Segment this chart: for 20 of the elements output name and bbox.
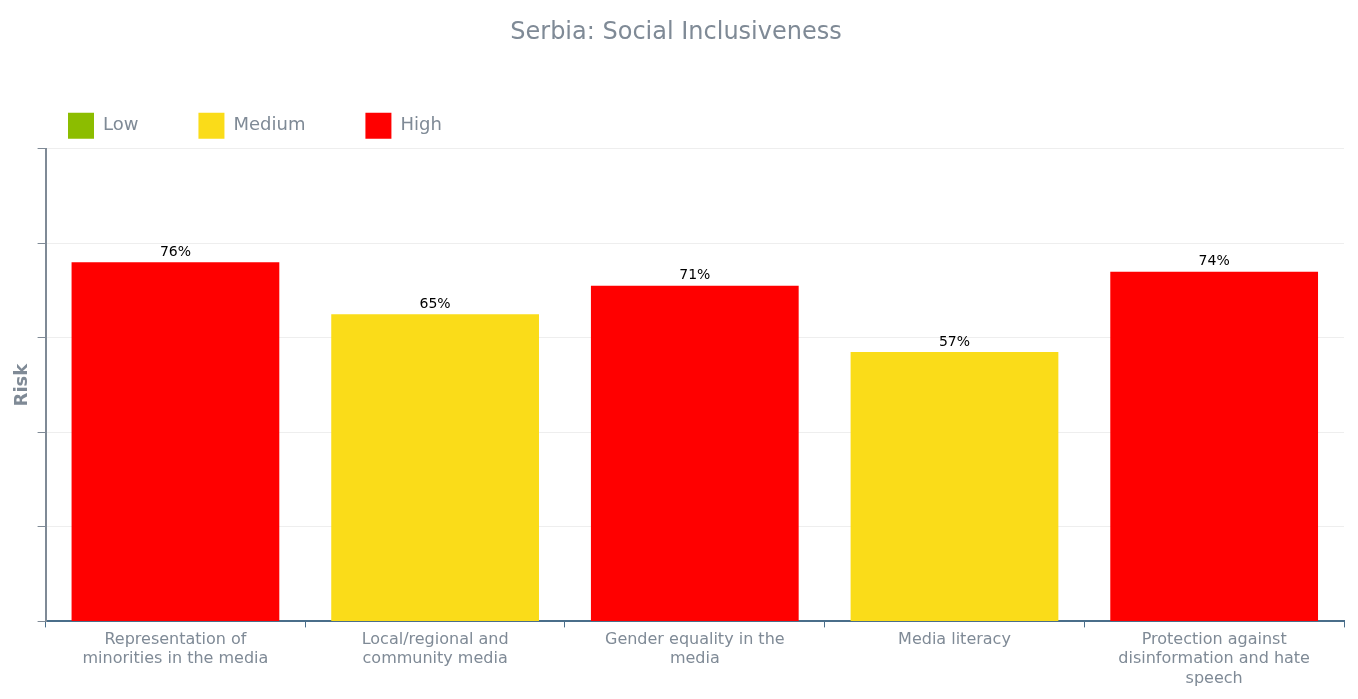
- bar: [331, 314, 539, 621]
- bar: [1110, 271, 1319, 621]
- x-tick-label: Protection against disinformation and hate speech: [1118, 629, 1310, 687]
- legend-label: High: [400, 113, 442, 135]
- data-label: 71%: [679, 266, 711, 283]
- legend-label: Medium: [233, 113, 306, 135]
- chart-title: Serbia: Social Inclusiveness: [510, 16, 842, 45]
- legend-label: Low: [103, 113, 139, 135]
- data-label: 76%: [159, 242, 191, 259]
- data-label: 57%: [938, 332, 971, 349]
- data-label: 74%: [1198, 252, 1230, 269]
- bar: [590, 285, 799, 621]
- y-axis-title: Risk: [10, 362, 32, 407]
- x-tick-label: Gender equality in the media: [604, 629, 785, 668]
- x-tick-label: Representation of minorities in the media: [82, 629, 269, 668]
- x-tick-label: Local/regional and community media: [361, 629, 509, 668]
- bar: [71, 262, 280, 621]
- x-tick-label: Media literacy: [898, 629, 1011, 649]
- bar: [850, 352, 1059, 621]
- data-label: 65%: [419, 294, 451, 311]
